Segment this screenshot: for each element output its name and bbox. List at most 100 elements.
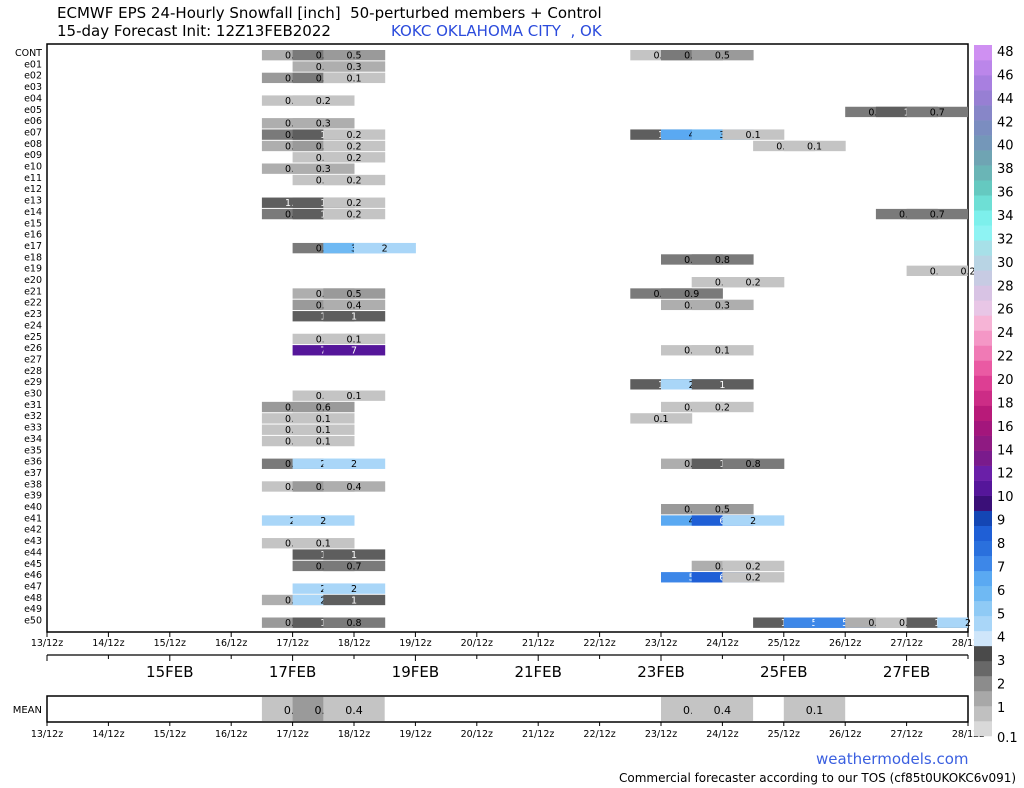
row-label-e30: e30 [24,389,42,400]
row-label-e26: e26 [24,343,42,354]
cell-e32 [292,413,355,424]
mean-x-tick-label: 15/12z [154,729,186,740]
cell-e26 [691,345,754,356]
row-label-e09: e09 [24,150,42,161]
row-label-e14: e14 [24,207,42,218]
row-label-e01: e01 [24,59,42,70]
cell-e45 [722,560,785,572]
colorbar-segment [974,105,992,121]
cell-value-label: 0.8 [346,618,361,629]
cell-value-label: 0.4 [346,482,361,493]
cell-value-label: 2 [351,459,357,470]
colorbar-segment [974,630,992,647]
cell-e43 [292,538,355,549]
cell-e34 [292,435,355,447]
row-label-e10: e10 [24,162,42,173]
cell-value-label: 0.1 [316,425,331,436]
cell-value-label: 2 [382,244,388,255]
cell-e14 [323,208,386,220]
cell-e22 [691,299,754,311]
cell-e36 [323,458,386,469]
colorbar-segment [974,480,992,496]
colorbar-segment [974,45,992,61]
cell-value-label: 0.3 [346,62,361,73]
colorbar-segment [974,375,992,391]
cell-e06 [292,118,355,129]
cell-e11 [323,174,386,186]
colorbar-segment [974,600,992,617]
cell-e20 [722,277,785,288]
cell-e21 [661,288,723,299]
cell-value-label: 0.3 [316,119,331,130]
colorbar-segment [974,150,992,166]
row-label-e20: e20 [24,275,42,286]
cell-value-label: 0.9 [684,289,699,300]
cell-value-label: 0.2 [715,402,730,413]
cell-e41 [292,515,355,526]
x-tick-label: 23/12z [645,638,677,649]
colorbar-segment [974,465,992,481]
cell-value-label: 0.1 [746,130,761,141]
x-tick-label: 25/12z [768,638,800,649]
row-label-e42: e42 [24,525,42,536]
cell-value-label: 0.3 [316,164,331,175]
chart-title: ECMWF EPS 24-Hourly Snowfall [inch] 50-p… [57,4,602,22]
row-label-e27: e27 [24,354,42,365]
mean-x-tick-label: 19/12z [399,729,431,740]
row-label-e07: e07 [24,127,42,138]
mean-cell [323,697,385,721]
cell-cont [691,50,754,61]
license-note: Commercial forecaster according to our T… [619,771,1017,785]
colorbar-segment [974,330,992,346]
colorbar-segment [974,60,992,76]
colorbar-segment [974,165,992,181]
cell-e50 [323,617,386,628]
row-label-e23: e23 [24,309,42,320]
cell-e45 [323,560,386,572]
cell-e22 [323,299,386,311]
colorbar-segment [974,420,992,436]
cell-value-label: 0.2 [346,175,361,186]
colorbar-segment [974,570,992,587]
row-label-e32: e32 [24,411,42,422]
row-label-e16: e16 [24,230,42,241]
colorbar-label: 6 [997,584,1005,599]
colorbar-segment [974,435,992,451]
cell-value-label: 0.1 [346,73,361,84]
colorbar-label: 38 [997,162,1014,177]
cell-e09 [323,152,386,163]
row-label-e12: e12 [24,184,42,195]
x-tick-label: 17/12z [276,638,308,649]
x-tick-label: 20/12z [461,638,493,649]
row-label-e39: e39 [24,491,42,502]
row-label-cont: CONT [15,48,42,59]
cell-value-label: 0.5 [346,51,361,62]
colorbar-segment [974,585,992,602]
cell-value-label: 0.8 [746,459,761,470]
cell-value-label: 7 [351,346,357,357]
cell-e10 [292,163,355,174]
colorbar-segment [974,690,992,707]
colorbar-segment [974,135,992,151]
colorbar-segment [974,450,992,466]
cell-value-label: 0.1 [316,539,331,550]
mean-panel-frame [46,695,969,723]
colorbar-label: 4 [997,631,1005,646]
row-label-e50: e50 [24,616,42,627]
cell-value-label: 0.5 [715,505,730,516]
cell-value-label: 1 [351,550,357,561]
cell-e32 [630,413,693,424]
mean-x-tick-label: 24/12z [706,729,738,740]
colorbar-segment [974,405,992,421]
colorbar-label: 14 [997,443,1014,458]
main-plot-frame [46,43,969,633]
x-tick-label: 27/12z [890,638,922,649]
brand-link[interactable]: weathermodels.com [816,750,969,768]
colorbar-label: 30 [997,256,1014,271]
row-label-e40: e40 [24,502,42,513]
cell-e13 [323,197,386,208]
colorbar-label: 48 [997,45,1014,60]
mean-x-tick-label: 21/12z [522,729,554,740]
colorbar-label: 16 [997,420,1014,435]
cell-cont [323,50,386,61]
